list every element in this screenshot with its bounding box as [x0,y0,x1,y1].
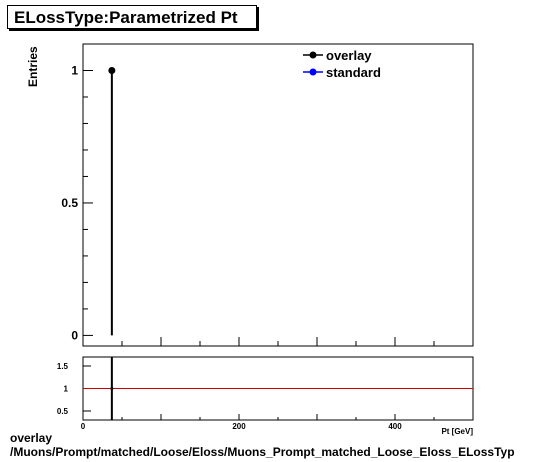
ratio-x-tick-label: 400 [388,422,402,431]
main-y-tick-label: 0.5 [61,196,78,210]
main-plot-marks [108,66,116,336]
main-y-tick-label: 1 [71,63,78,77]
legend-marker-overlay [309,51,317,59]
footer-line-2: /Muons/Prompt/matched/Loose/Eloss/Muons_… [10,445,515,459]
ratio-y-tick-label: 0.5 [57,407,69,416]
main-y-axis-label: Entries [26,46,40,87]
ratio-y-tick-label: 1.5 [57,362,69,371]
legend-label-standard: standard [326,65,381,80]
main-y-axis: 00.51 [61,63,474,346]
main-plot-frame [82,43,474,347]
footer-line-1: overlay [10,431,53,445]
ratio-y-tick-label: 1 [64,385,69,394]
ratio-plot-marks [83,357,473,420]
chart-title-box: ELossType:Parametrized Pt [7,5,257,29]
ratio-x-axis-label: Pt [GeV] [441,427,473,436]
ratio-data-point [110,387,114,390]
main-y-tick-label: 0 [71,328,78,342]
legend-label-overlay: overlay [326,48,372,63]
footer-caption: overlay /Muons/Prompt/matched/Loose/Elos… [10,431,515,459]
legend: overlay standard [303,48,381,80]
ratio-x-tick-label: 0 [81,422,86,431]
legend-marker-standard [309,68,317,76]
chart-title: ELossType:Parametrized Pt [14,8,238,27]
ratio-x-tick-label: 200 [232,422,246,431]
ratio-axes: 0.5 1 1.5 0 200 400 [57,362,474,431]
overlay-data-point [108,66,116,74]
